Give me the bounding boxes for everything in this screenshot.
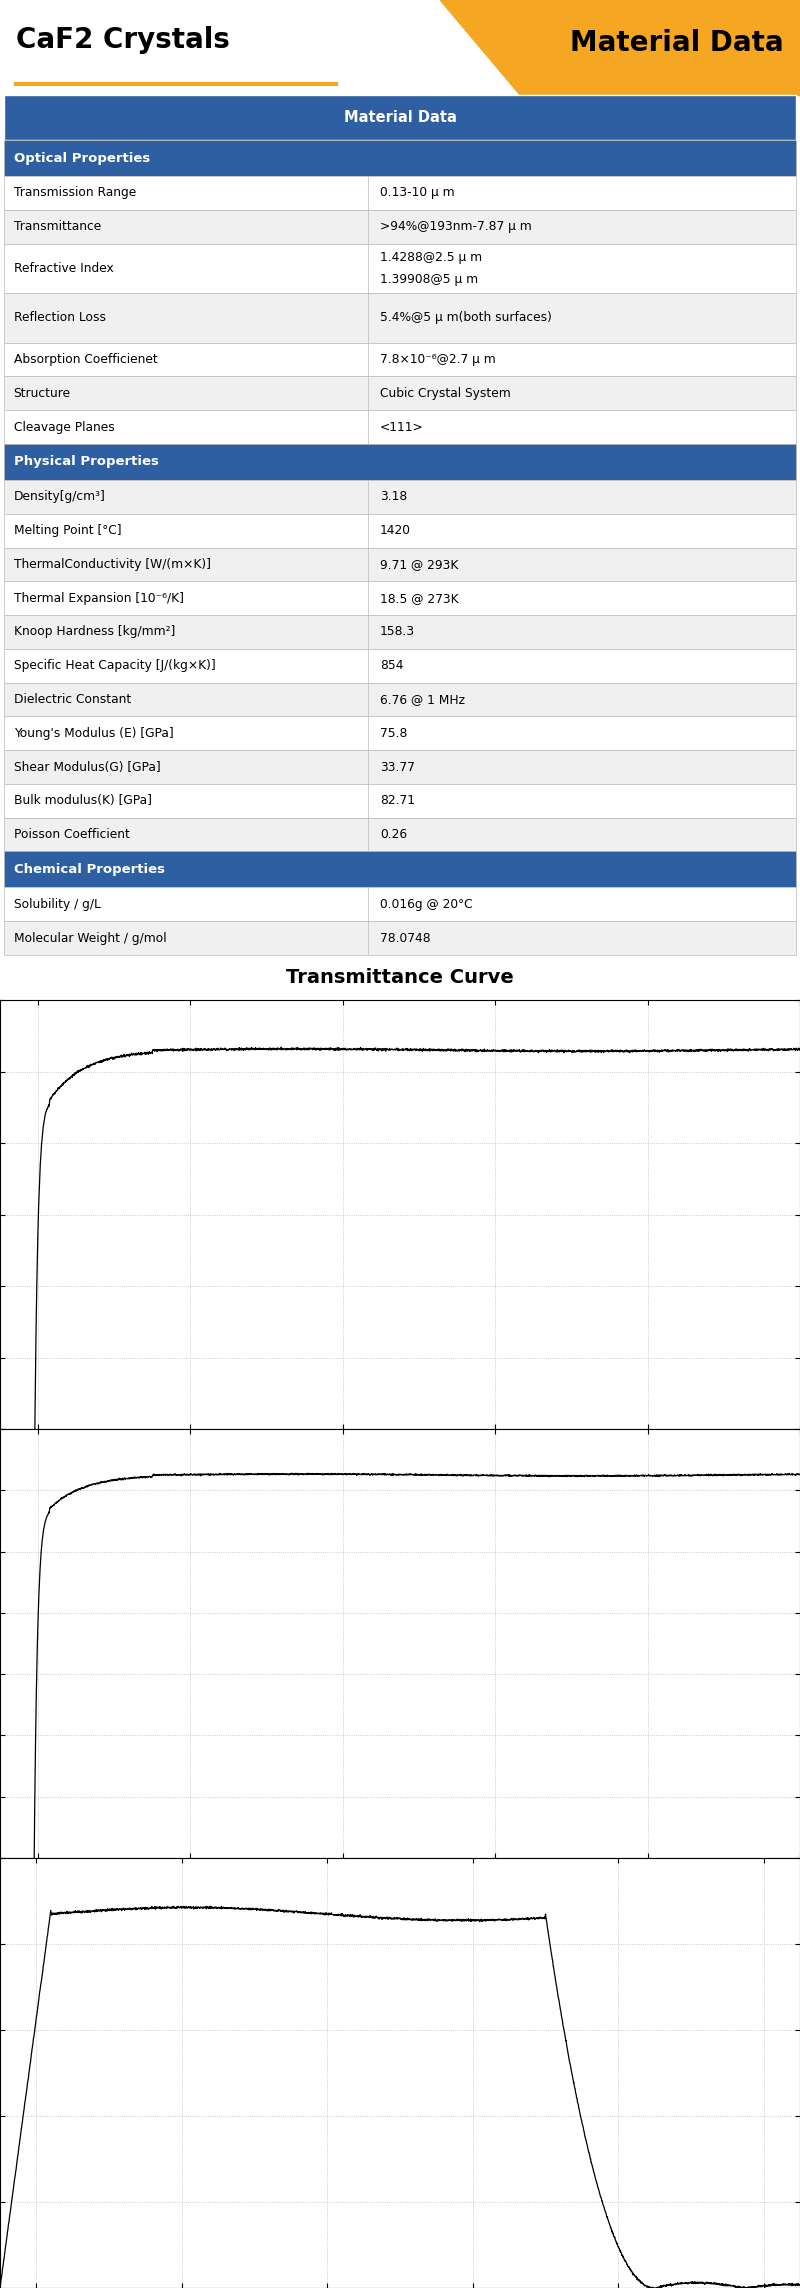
Text: 1.4288@2.5 μ m: 1.4288@2.5 μ m xyxy=(380,252,482,263)
X-axis label: Wavelength / nm: Wavelength / nm xyxy=(346,1448,454,1462)
Bar xyxy=(4,176,796,210)
Text: Transmittance Curve: Transmittance Curve xyxy=(286,968,514,986)
Text: 1.39908@5 μ m: 1.39908@5 μ m xyxy=(380,272,478,286)
Text: 5.4%@5 μ m(both surfaces): 5.4%@5 μ m(both surfaces) xyxy=(380,311,552,325)
Text: Bulk modulus(K) [GPa]: Bulk modulus(K) [GPa] xyxy=(14,794,152,808)
Text: 0.016g @ 20°C: 0.016g @ 20°C xyxy=(380,897,473,911)
Bar xyxy=(4,444,796,480)
Text: Material Data: Material Data xyxy=(570,30,784,57)
Text: 18.5 @ 273K: 18.5 @ 273K xyxy=(380,593,458,604)
Bar xyxy=(4,650,796,682)
Bar xyxy=(4,817,796,851)
Text: 3.18: 3.18 xyxy=(380,490,407,503)
Text: Transmittance: Transmittance xyxy=(14,220,101,233)
Bar xyxy=(4,96,796,140)
Text: CaF2 Crystals: CaF2 Crystals xyxy=(16,25,230,55)
Text: Reflection Loss: Reflection Loss xyxy=(14,311,106,325)
Text: Cleavage Planes: Cleavage Planes xyxy=(14,421,114,432)
Bar xyxy=(4,785,796,817)
Text: Melting Point [°C]: Melting Point [°C] xyxy=(14,524,122,538)
Bar xyxy=(4,343,796,378)
Text: Specific Heat Capacity [J/(kg×K)]: Specific Heat Capacity [J/(kg×K)] xyxy=(14,659,215,673)
Text: >94%@193nm-7.87 μ m: >94%@193nm-7.87 μ m xyxy=(380,220,532,233)
Text: Structure: Structure xyxy=(14,387,70,400)
Text: Cubic Crystal System: Cubic Crystal System xyxy=(380,387,510,400)
Text: Refractive Index: Refractive Index xyxy=(14,261,114,275)
Text: 0.13-10 μ m: 0.13-10 μ m xyxy=(380,185,454,199)
Text: 158.3: 158.3 xyxy=(380,625,415,638)
Text: Absorption Coefficienet: Absorption Coefficienet xyxy=(14,352,158,366)
X-axis label: Wavelength / nm: Wavelength / nm xyxy=(346,1878,454,1892)
Text: <111>: <111> xyxy=(380,421,424,432)
Text: 9.71 @ 293K: 9.71 @ 293K xyxy=(380,558,458,572)
Text: Optical Properties: Optical Properties xyxy=(14,151,150,165)
Bar xyxy=(4,716,796,750)
Bar xyxy=(4,410,796,444)
Bar xyxy=(4,888,796,922)
Bar xyxy=(4,480,796,515)
Text: 0.26: 0.26 xyxy=(380,828,407,842)
Text: 78.0748: 78.0748 xyxy=(380,931,430,945)
Bar xyxy=(4,547,796,581)
Text: Dielectric Constant: Dielectric Constant xyxy=(14,693,131,707)
Bar xyxy=(4,243,796,293)
Text: Shear Modulus(G) [GPa]: Shear Modulus(G) [GPa] xyxy=(14,760,160,773)
Text: Material Data: Material Data xyxy=(343,110,457,126)
Text: Young's Modulus (E) [GPa]: Young's Modulus (E) [GPa] xyxy=(14,728,174,739)
Text: 75.8: 75.8 xyxy=(380,728,407,739)
Bar xyxy=(4,140,796,176)
Bar xyxy=(4,682,796,716)
Bar xyxy=(4,210,796,243)
Polygon shape xyxy=(440,0,800,96)
Bar xyxy=(4,515,796,547)
Text: Poisson Coefficient: Poisson Coefficient xyxy=(14,828,130,842)
Text: 1420: 1420 xyxy=(380,524,411,538)
Text: Molecular Weight / g/mol: Molecular Weight / g/mol xyxy=(14,931,166,945)
Text: Solubility / g/L: Solubility / g/L xyxy=(14,897,101,911)
Text: 7.8×10⁻⁶@2.7 μ m: 7.8×10⁻⁶@2.7 μ m xyxy=(380,352,496,366)
Text: Transmission Range: Transmission Range xyxy=(14,185,136,199)
Text: Chemical Properties: Chemical Properties xyxy=(14,863,165,876)
Bar xyxy=(4,615,796,650)
Text: Density[g/cm³]: Density[g/cm³] xyxy=(14,490,106,503)
Text: 33.77: 33.77 xyxy=(380,760,415,773)
Text: Knoop Hardness [kg/mm²]: Knoop Hardness [kg/mm²] xyxy=(14,625,175,638)
Text: 6.76 @ 1 MHz: 6.76 @ 1 MHz xyxy=(380,693,465,707)
Text: 82.71: 82.71 xyxy=(380,794,415,808)
Text: 854: 854 xyxy=(380,659,403,673)
Text: Physical Properties: Physical Properties xyxy=(14,455,158,469)
Bar xyxy=(4,851,796,888)
Text: Thermal Expansion [10⁻⁶/K]: Thermal Expansion [10⁻⁶/K] xyxy=(14,593,184,604)
Bar xyxy=(4,922,796,954)
Bar xyxy=(4,750,796,785)
Bar xyxy=(4,581,796,615)
Bar xyxy=(4,293,796,343)
Text: ThermalConductivity [W/(m×K)]: ThermalConductivity [W/(m×K)] xyxy=(14,558,210,572)
Bar xyxy=(4,378,796,410)
